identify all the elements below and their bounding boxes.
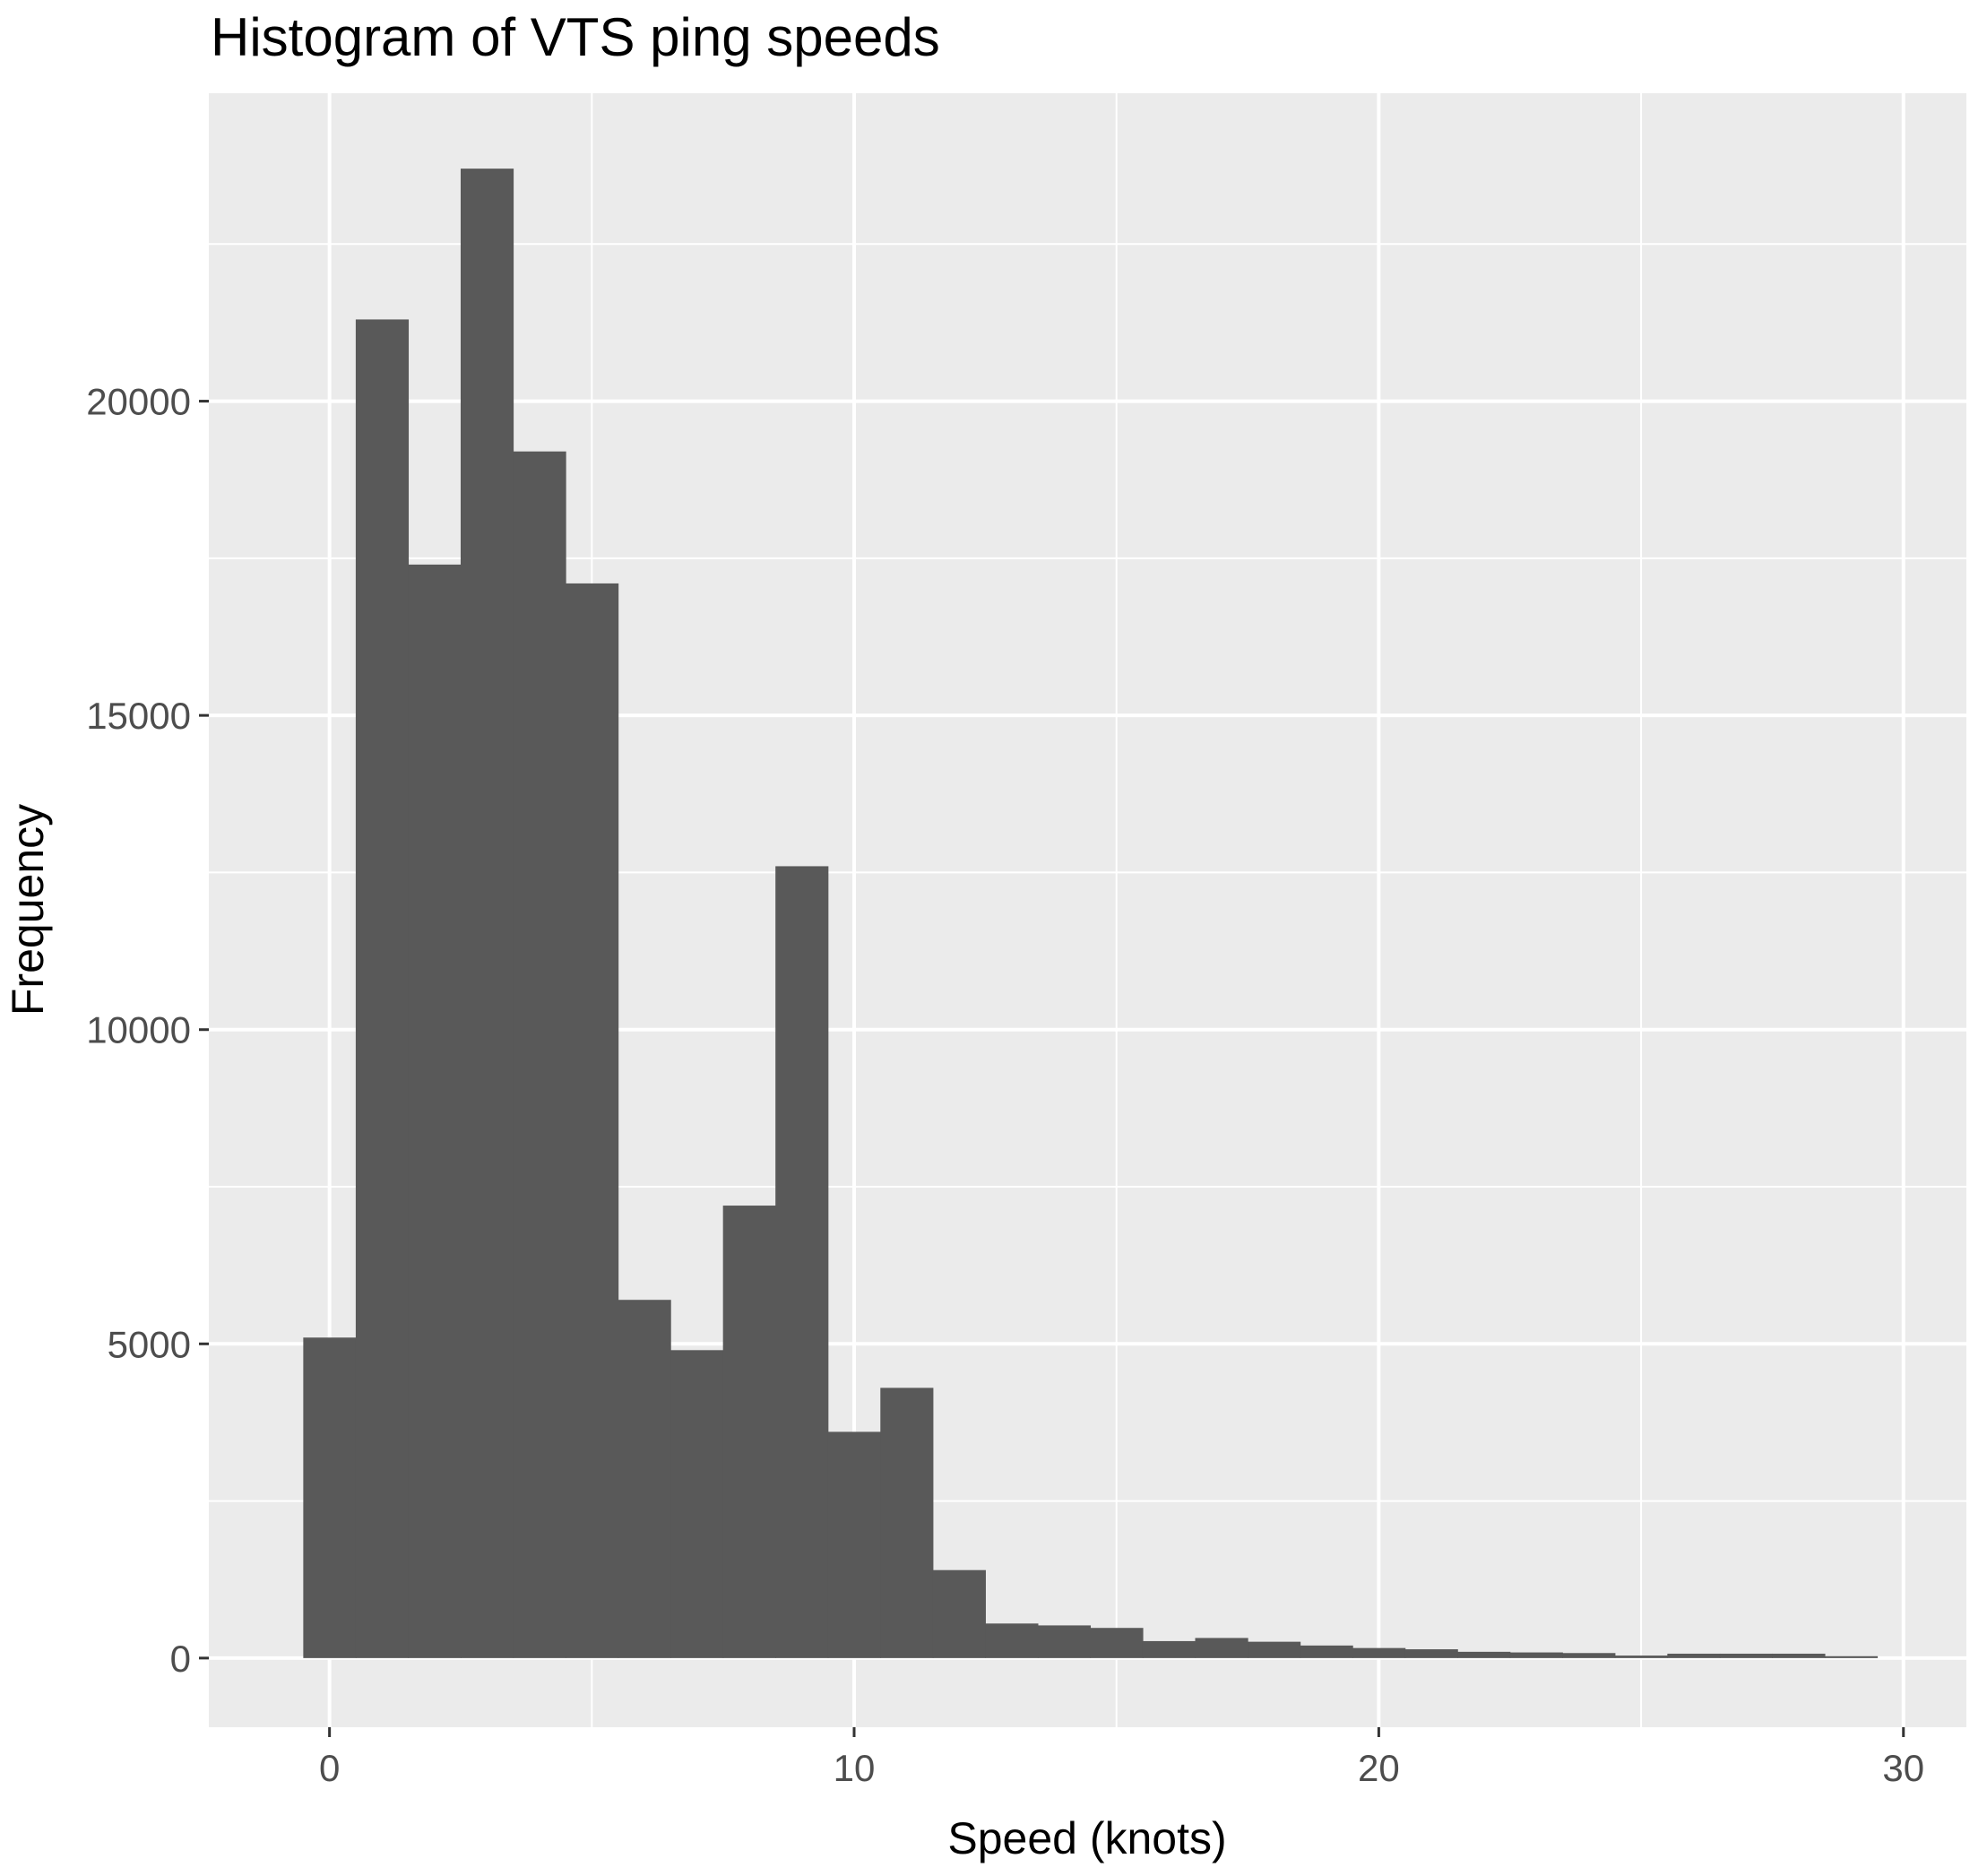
- y-tick-label: 10000: [86, 1009, 191, 1051]
- y-tick-label: 0: [170, 1638, 191, 1680]
- histogram-bar: [1772, 1653, 1826, 1658]
- histogram-bar: [1824, 1656, 1879, 1658]
- histogram-bar: [1090, 1628, 1144, 1658]
- x-tick-label: 20: [1358, 1747, 1400, 1789]
- histogram-bar: [1404, 1649, 1458, 1658]
- histogram-bar: [408, 564, 462, 1658]
- histogram-bar: [1719, 1653, 1774, 1658]
- histogram-bar: [932, 1569, 986, 1658]
- histogram-bar: [1562, 1653, 1616, 1658]
- histogram-bar: [722, 1206, 776, 1658]
- x-tick-label: 0: [319, 1747, 340, 1789]
- histogram-bar: [303, 1337, 357, 1658]
- x-tick-label: 10: [834, 1747, 876, 1789]
- histogram-bar: [1195, 1638, 1248, 1658]
- x-axis-title: Speed (knots): [947, 1813, 1226, 1863]
- histogram-bar: [1248, 1641, 1301, 1658]
- histogram-bar: [880, 1388, 934, 1658]
- y-axis: 0 5000 10000 15000 20000: [86, 381, 209, 1680]
- y-tick-label: 15000: [86, 695, 191, 737]
- histogram-bar: [670, 1350, 724, 1658]
- histogram-bar: [1142, 1640, 1197, 1658]
- chart-title: Histogram of VTS ping speeds: [211, 7, 940, 67]
- histogram-bars: [303, 169, 1879, 1658]
- histogram-bar: [1614, 1656, 1668, 1658]
- y-tick-label: 5000: [108, 1323, 191, 1365]
- histogram-bar: [566, 583, 619, 1658]
- histogram-bar: [355, 319, 410, 1658]
- histogram-bar: [775, 866, 829, 1658]
- x-axis: 0 10 20 30: [319, 1727, 1924, 1789]
- histogram-bar: [618, 1300, 671, 1658]
- x-tick-label: 30: [1882, 1747, 1924, 1789]
- y-axis-title: Frequency: [3, 804, 53, 1016]
- histogram-bar: [827, 1431, 881, 1658]
- histogram-bar: [1300, 1645, 1353, 1658]
- histogram-bar: [1667, 1653, 1721, 1658]
- histogram-bar: [1352, 1647, 1406, 1658]
- histogram-bar: [1509, 1652, 1563, 1658]
- y-tick-label: 20000: [86, 381, 191, 423]
- histogram-bar: [1037, 1625, 1092, 1658]
- histogram-bar: [513, 451, 566, 1658]
- histogram-bar: [985, 1623, 1039, 1658]
- histogram-bar: [1457, 1651, 1511, 1658]
- histogram-bar: [460, 169, 514, 1658]
